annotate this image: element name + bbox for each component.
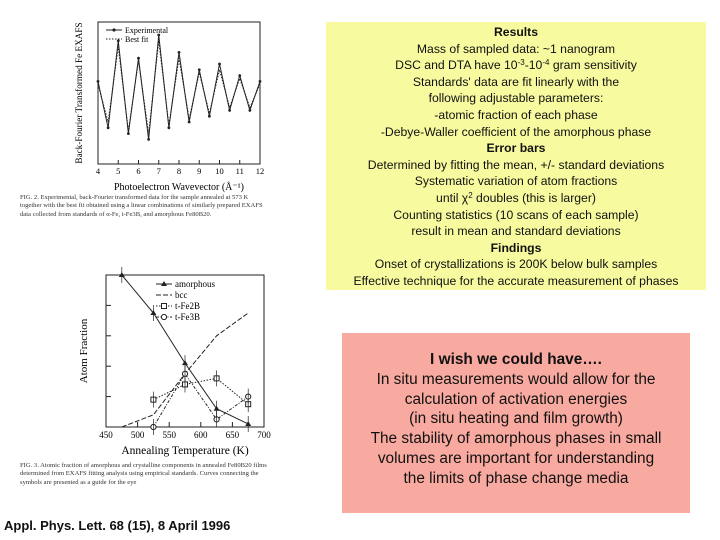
chi-text-end: doubles (this is larger) — [472, 190, 596, 205]
wish-line: In situ measurements would allow for the — [376, 370, 656, 388]
plot-frame — [105, 274, 265, 428]
results-line-mean: result in mean and standard deviations — [411, 224, 621, 239]
x-tick-label: 7 — [157, 166, 161, 176]
wish-title: I wish we could have…. — [430, 351, 602, 368]
experimental-point — [96, 80, 100, 83]
experimental-point — [228, 109, 232, 112]
results-line-chi-squared: until χ2 doubles (this is larger) — [326, 190, 706, 207]
legend-label-experimental: Experimental — [125, 26, 169, 35]
x-tick-label: 550 — [162, 430, 176, 440]
y-axis-label: Back-Fourier Transformed Fe EXAFS — [74, 22, 84, 163]
x-tick-label: 4 — [96, 166, 101, 176]
figure-3: 450 500 550 600 650 700 amorphous bcc t-Fe2B … — [14, 265, 284, 515]
x-tick-label: 6 — [136, 166, 140, 176]
experimental-point — [238, 74, 242, 77]
experimental-point — [248, 109, 252, 112]
experimental-point — [177, 51, 181, 54]
chi-text: until χ — [436, 190, 469, 205]
x-tick-label: 11 — [236, 166, 244, 176]
wish-line: the limits of phase change media — [403, 469, 629, 487]
wish-line: (in situ heating and film growth) — [409, 410, 623, 428]
plot-frame — [97, 21, 261, 165]
series-t-fe3b — [152, 372, 249, 428]
figure-2: 4 5 6 7 8 9 10 11 12 Experimental Best fit Back-… — [14, 8, 274, 203]
experimental-point — [167, 126, 171, 130]
y-axis-label: Atom Fraction — [78, 318, 90, 383]
sensitivity-exponent-1: -3 — [517, 58, 525, 68]
series-t-fe2b — [153, 377, 249, 405]
results-line-systematic: Systematic variation of atom fractions — [414, 174, 618, 189]
sensitivity-exponent-2: -4 — [542, 58, 550, 68]
exafs-chart: 4 5 6 7 8 9 10 11 12 Experimental Best fit Back-… — [74, 21, 265, 193]
experimental-point — [116, 39, 120, 43]
results-line-sensitivity: DSC and DTA have 10-3-10-4 gram sensitiv… — [326, 57, 706, 74]
figure-2-caption: FIG. 2. Experimental, back-Fourier trans… — [20, 194, 263, 218]
citation: Appl. Phys. Lett. 68 (15), 8 April 1996 — [4, 518, 231, 533]
results-line-mass: Mass of sampled data: ~1 nanogram — [416, 41, 616, 56]
experimental-point — [137, 56, 140, 60]
experimental-point — [157, 33, 161, 37]
legend-marker-amorphous — [161, 281, 167, 286]
series-best-fit — [97, 40, 261, 134]
experimental-point — [258, 80, 262, 83]
results-title: Results — [493, 25, 539, 39]
experimental-point — [147, 138, 151, 141]
results-line-onset: Onset of crystallizations is 200K below … — [374, 257, 658, 272]
results-line-fitting: Determined by fitting the mean, +/- stan… — [367, 157, 665, 172]
legend-label-t-fe2b: t-Fe2B — [175, 301, 200, 311]
experimental-point — [126, 132, 130, 135]
x-tick-label: 600 — [194, 430, 208, 440]
wish-line: The stability of amorphous phases in sma… — [370, 430, 662, 448]
sensitivity-text: DSC and DTA have 10 — [395, 58, 518, 73]
legend-label-bcc: bcc — [175, 290, 188, 300]
figure-3-caption: FIG. 3. Atomic fraction of amorphous and… — [20, 462, 267, 486]
results-line-atomic-fraction: -atomic fraction of each phase — [434, 107, 598, 122]
x-tick-label: 5 — [116, 166, 120, 176]
sensitivity-text-end: gram sensitivity — [549, 58, 637, 73]
legend-marker-t-fe2b — [161, 303, 167, 309]
x-tick-label: 10 — [215, 166, 224, 176]
x-tick-label: 9 — [197, 166, 201, 176]
experimental-point — [187, 120, 191, 124]
wish-line: volumes are important for understanding — [377, 449, 655, 467]
wish-panel: I wish we could have…. In situ measureme… — [342, 333, 690, 513]
chi-exponent: 2 — [468, 190, 473, 200]
x-axis-label: Annealing Temperature (K) — [121, 445, 249, 457]
results-line-debye-waller: -Debye-Waller coefficient of the amorpho… — [380, 124, 652, 139]
error-bars-title: Error bars — [486, 141, 546, 156]
results-line-counting: Counting statistics (10 scans of each sa… — [393, 207, 639, 222]
results-panel: Results Mass of sampled data: ~1 nanogra… — [326, 22, 706, 290]
x-axis-label: Photoelectron Wavevector (Å⁻¹) — [114, 181, 244, 193]
experimental-point — [106, 126, 110, 130]
legend: amorphous bcc t-Fe2B t-Fe3B — [156, 279, 215, 322]
results-line-standards: Standards' data are fit linearly with th… — [412, 74, 620, 89]
atom-fraction-chart: 450 500 550 600 650 700 amorphous bcc t-Fe2B … — [78, 267, 271, 457]
x-tick-label: 700 — [257, 430, 271, 440]
x-tick-label: 8 — [177, 166, 181, 176]
findings-title: Findings — [490, 240, 542, 255]
experimental-point — [218, 62, 221, 66]
experimental-point — [207, 114, 211, 118]
legend-label-t-fe3b: t-Fe3B — [175, 312, 200, 322]
x-tick-label: 650 — [226, 430, 240, 440]
legend-marker-t-fe3b — [160, 313, 168, 321]
legend-marker-experimental — [112, 28, 116, 32]
wish-line: calculation of activation energies — [404, 390, 628, 408]
experimental-point — [197, 68, 201, 72]
legend-label-best-fit: Best fit — [125, 35, 149, 44]
sensitivity-text-mid: -10 — [524, 58, 543, 73]
x-tick-label: 500 — [131, 430, 145, 440]
series-experimental — [97, 34, 261, 140]
legend-label-amorphous: amorphous — [175, 279, 215, 289]
results-line-parameters: following adjustable parameters: — [428, 91, 604, 106]
x-tick-label: 12 — [256, 166, 265, 176]
x-tick-label: 450 — [99, 430, 113, 440]
results-line-effective: Effective technique for the accurate mea… — [353, 273, 679, 288]
